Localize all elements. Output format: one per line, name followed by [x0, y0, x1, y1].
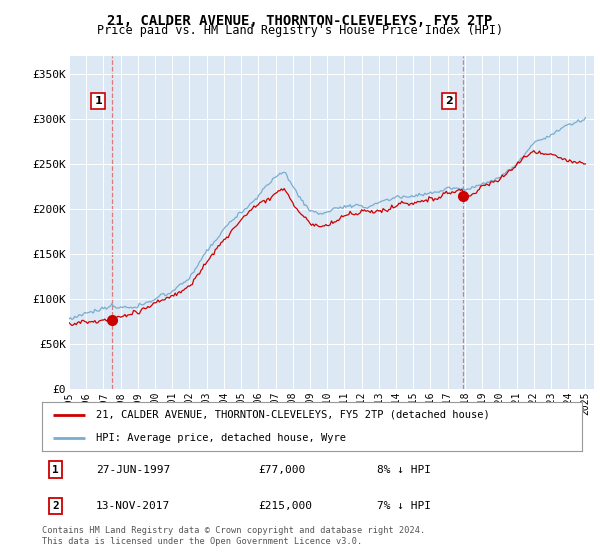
Text: 2: 2 [445, 96, 453, 106]
Text: £215,000: £215,000 [258, 501, 312, 511]
Text: Price paid vs. HM Land Registry's House Price Index (HPI): Price paid vs. HM Land Registry's House … [97, 24, 503, 37]
Text: HPI: Average price, detached house, Wyre: HPI: Average price, detached house, Wyre [96, 433, 346, 444]
Text: 7% ↓ HPI: 7% ↓ HPI [377, 501, 431, 511]
Text: £77,000: £77,000 [258, 465, 305, 475]
Text: 2: 2 [52, 501, 59, 511]
Text: 1: 1 [94, 96, 102, 106]
Text: 1: 1 [52, 465, 59, 475]
Text: 21, CALDER AVENUE, THORNTON-CLEVELEYS, FY5 2TP (detached house): 21, CALDER AVENUE, THORNTON-CLEVELEYS, F… [96, 410, 490, 420]
Text: 13-NOV-2017: 13-NOV-2017 [96, 501, 170, 511]
Text: 21, CALDER AVENUE, THORNTON-CLEVELEYS, FY5 2TP: 21, CALDER AVENUE, THORNTON-CLEVELEYS, F… [107, 14, 493, 28]
Text: 27-JUN-1997: 27-JUN-1997 [96, 465, 170, 475]
Text: Contains HM Land Registry data © Crown copyright and database right 2024.
This d: Contains HM Land Registry data © Crown c… [42, 526, 425, 546]
Text: 8% ↓ HPI: 8% ↓ HPI [377, 465, 431, 475]
